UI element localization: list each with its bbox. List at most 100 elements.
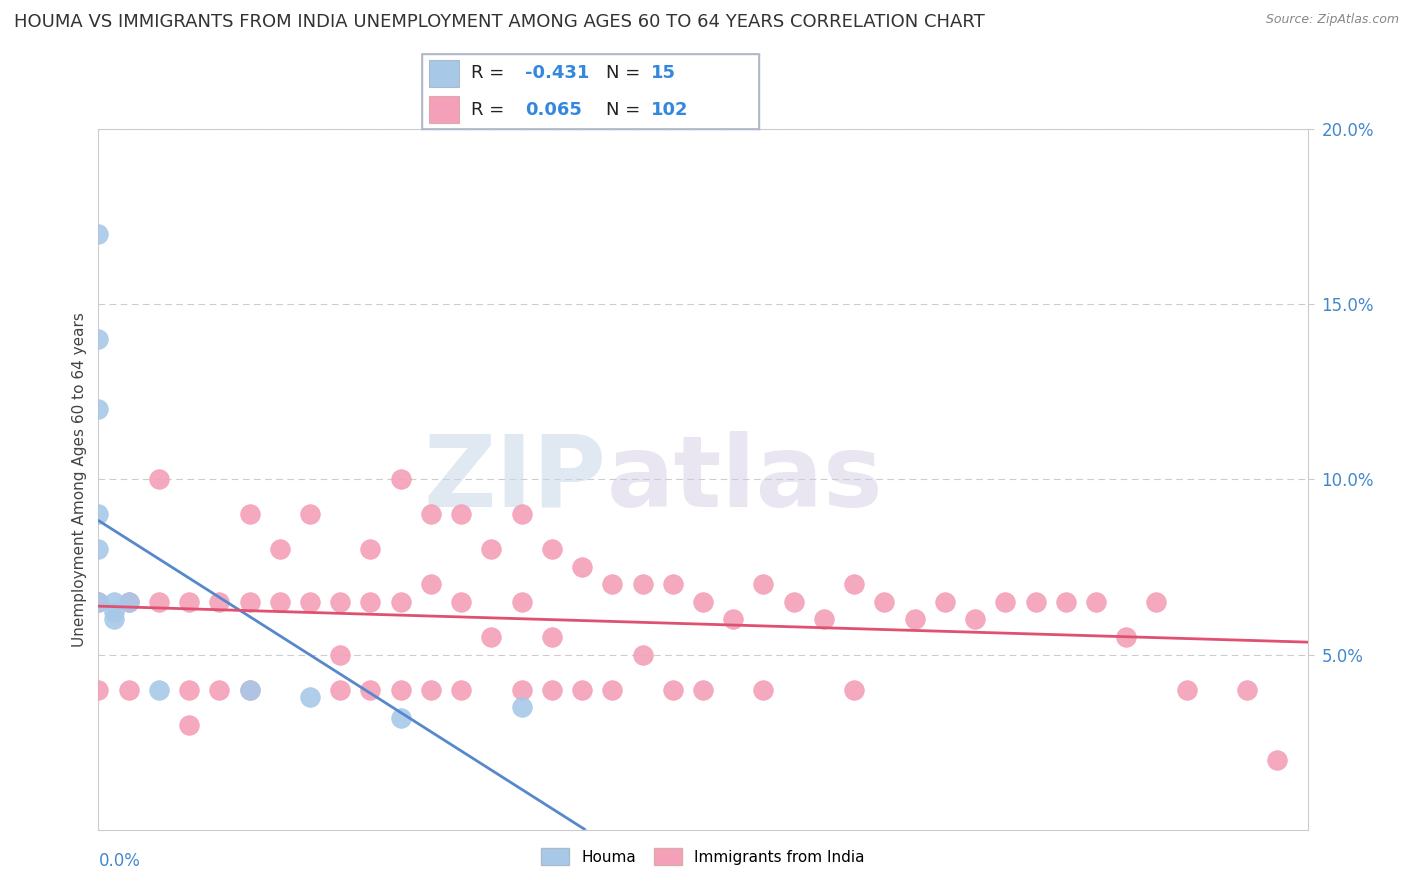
Point: [239, 595, 262, 609]
Point: [179, 595, 201, 609]
Point: [118, 595, 141, 609]
Point: [299, 690, 322, 704]
Point: [389, 473, 412, 487]
Point: [329, 648, 352, 662]
Point: [329, 595, 352, 609]
Point: [1144, 595, 1167, 609]
Point: [87, 542, 110, 557]
Text: Source: ZipAtlas.com: Source: ZipAtlas.com: [1265, 13, 1399, 27]
Point: [179, 717, 201, 731]
Point: [208, 682, 231, 697]
Point: [540, 682, 562, 697]
Point: [360, 595, 382, 609]
Text: 15: 15: [651, 64, 676, 82]
Point: [87, 595, 110, 609]
Point: [87, 402, 110, 417]
Text: 0.065: 0.065: [524, 101, 582, 119]
Point: [631, 648, 654, 662]
Point: [1054, 595, 1077, 609]
Point: [299, 508, 322, 522]
Point: [148, 473, 170, 487]
Point: [481, 542, 503, 557]
Point: [481, 630, 503, 644]
Point: [510, 595, 533, 609]
Text: atlas: atlas: [606, 431, 883, 528]
Point: [661, 682, 683, 697]
Point: [450, 508, 472, 522]
Point: [87, 332, 110, 346]
Text: R =: R =: [471, 101, 510, 119]
Point: [844, 682, 866, 697]
Point: [1085, 595, 1108, 609]
Point: [1175, 682, 1198, 697]
Point: [1236, 682, 1258, 697]
Point: [87, 508, 110, 522]
FancyBboxPatch shape: [429, 60, 458, 87]
Text: -0.431: -0.431: [524, 64, 589, 82]
Point: [420, 682, 443, 697]
Point: [269, 542, 291, 557]
Point: [1024, 595, 1046, 609]
Point: [299, 595, 322, 609]
Text: N =: N =: [606, 64, 645, 82]
Point: [783, 595, 806, 609]
Point: [87, 682, 110, 697]
Point: [965, 613, 987, 627]
Point: [692, 682, 714, 697]
Point: [661, 577, 683, 591]
Point: [1115, 630, 1137, 644]
Legend: Houma, Immigrants from India: Houma, Immigrants from India: [536, 842, 870, 871]
Point: [994, 595, 1017, 609]
Point: [389, 710, 412, 724]
Point: [179, 682, 201, 697]
Point: [118, 682, 141, 697]
Point: [103, 595, 125, 609]
Point: [752, 577, 775, 591]
Point: [389, 682, 412, 697]
Point: [631, 577, 654, 591]
Point: [1267, 752, 1289, 766]
Point: [450, 682, 472, 697]
Point: [571, 682, 593, 697]
Point: [540, 542, 562, 557]
Point: [752, 682, 775, 697]
Point: [692, 595, 714, 609]
Text: N =: N =: [606, 101, 645, 119]
Point: [148, 682, 170, 697]
Point: [360, 542, 382, 557]
Text: ZIP: ZIP: [423, 431, 606, 528]
Point: [389, 595, 412, 609]
Point: [148, 595, 170, 609]
FancyBboxPatch shape: [429, 96, 458, 123]
Point: [723, 613, 745, 627]
Point: [540, 630, 562, 644]
Point: [510, 700, 533, 714]
Text: R =: R =: [471, 64, 510, 82]
Point: [571, 560, 593, 574]
Point: [602, 682, 624, 697]
Text: HOUMA VS IMMIGRANTS FROM INDIA UNEMPLOYMENT AMONG AGES 60 TO 64 YEARS CORRELATIO: HOUMA VS IMMIGRANTS FROM INDIA UNEMPLOYM…: [14, 13, 984, 31]
Point: [208, 595, 231, 609]
Text: 102: 102: [651, 101, 689, 119]
Point: [420, 577, 443, 591]
Point: [360, 682, 382, 697]
Point: [269, 595, 291, 609]
Point: [118, 595, 141, 609]
Point: [844, 577, 866, 591]
Text: 0.0%: 0.0%: [98, 852, 141, 870]
Point: [602, 577, 624, 591]
Point: [87, 595, 110, 609]
Point: [450, 595, 472, 609]
Point: [239, 682, 262, 697]
Point: [329, 682, 352, 697]
Point: [904, 613, 927, 627]
Point: [239, 508, 262, 522]
Point: [87, 227, 110, 242]
Point: [873, 595, 896, 609]
Point: [103, 613, 125, 627]
Point: [510, 682, 533, 697]
Point: [813, 613, 835, 627]
Point: [87, 595, 110, 609]
Point: [239, 682, 262, 697]
Point: [934, 595, 956, 609]
